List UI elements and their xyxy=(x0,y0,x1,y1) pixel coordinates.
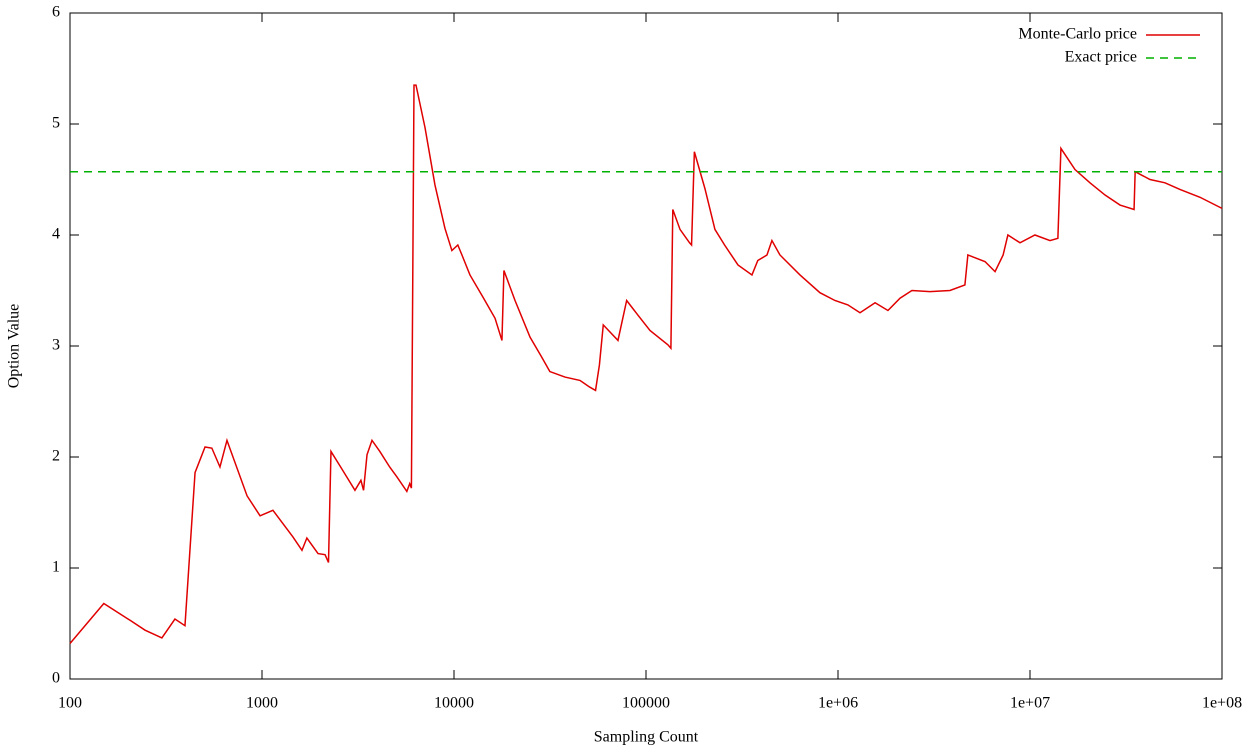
y-tick-label: 5 xyxy=(52,115,60,132)
x-axis-label: Sampling Count xyxy=(594,729,699,746)
x-tick-label: 100000 xyxy=(622,695,670,712)
y-tick-label: 4 xyxy=(52,226,60,243)
x-tick-label: 1e+07 xyxy=(1010,695,1050,712)
x-tick-label: 1e+06 xyxy=(818,695,858,712)
plot-frame xyxy=(69,12,1223,680)
series-line xyxy=(69,84,1223,644)
y-tick-label: 0 xyxy=(52,670,60,687)
x-tick-label: 1e+08 xyxy=(1202,695,1242,712)
y-axis-label: Option Value xyxy=(6,304,23,389)
y-tick-label: 2 xyxy=(52,448,60,465)
legend-label: Monte-Carlo price xyxy=(1018,26,1137,43)
y-tick-label: 1 xyxy=(52,559,60,576)
x-tick-label: 100 xyxy=(58,695,82,712)
y-tick-label: 3 xyxy=(52,337,60,354)
x-tick-label: 10000 xyxy=(434,695,474,712)
x-tick-label: 1000 xyxy=(246,695,278,712)
legend-label: Exact price xyxy=(1065,49,1137,66)
y-tick-label: 6 xyxy=(52,4,60,21)
